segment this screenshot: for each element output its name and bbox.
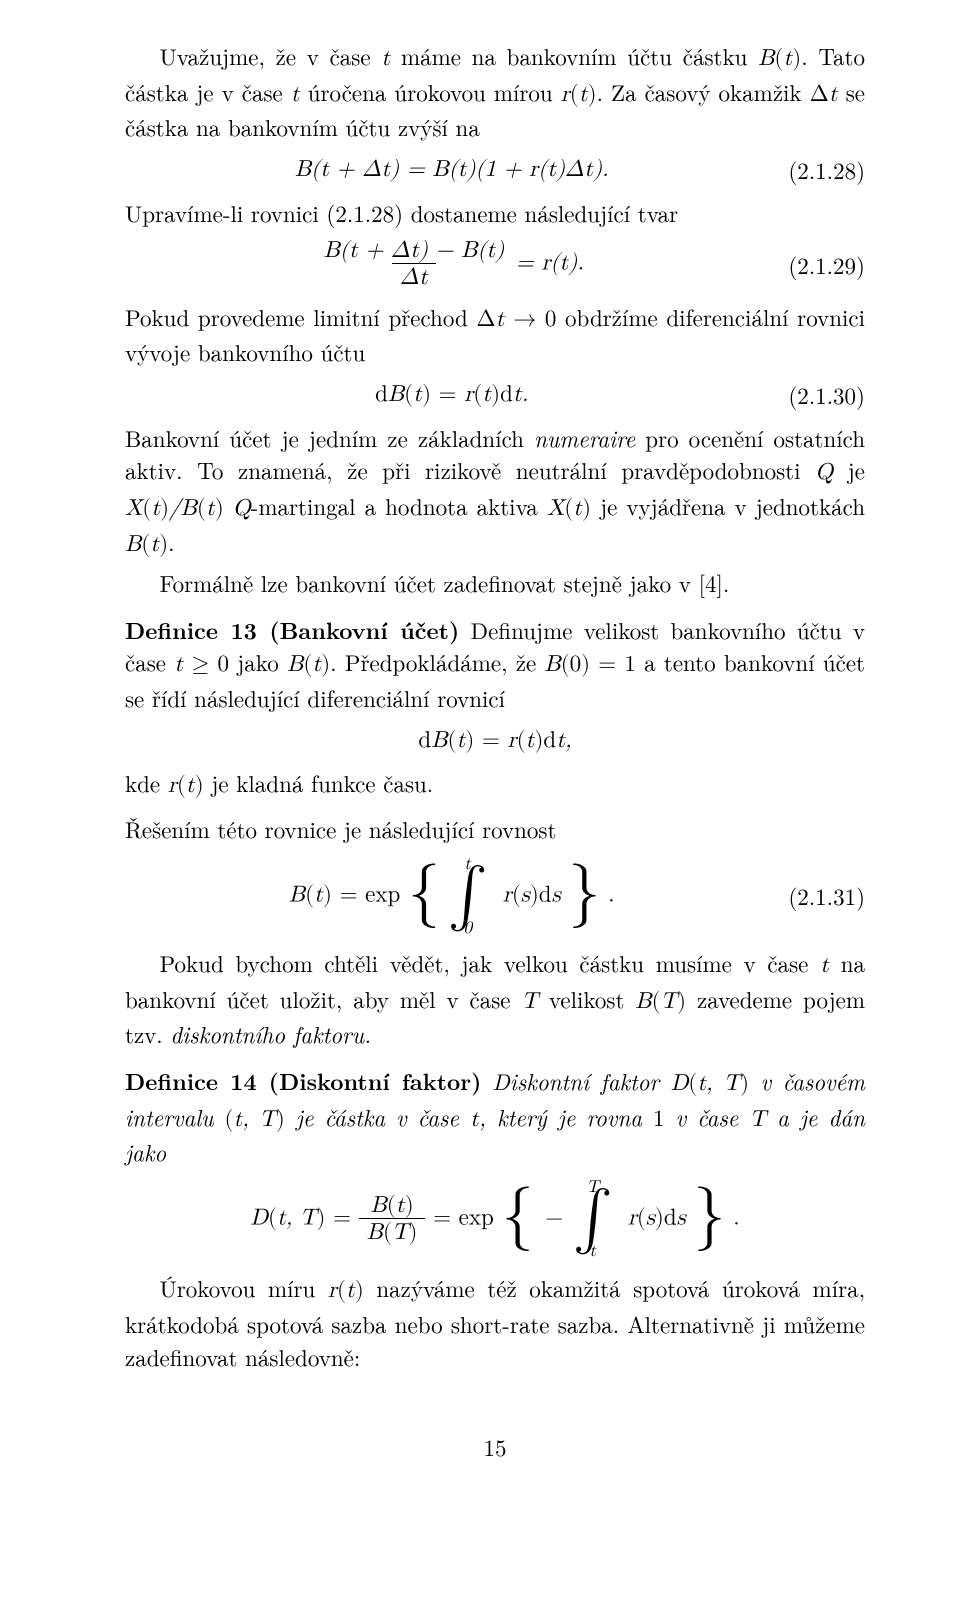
paragraph: kde r(t) je kladná funkce času. xyxy=(125,767,865,803)
equation-body: B(t + Δt) − B(t) Δt = r(t). xyxy=(320,239,584,290)
equation-2-1-29: B(t + Δt) − B(t) Δt = r(t). (2.1.29) xyxy=(125,239,865,290)
equation-2-1-28: B(t + Δt) = B(t)(1 + r(t)Δt). (2.1.28) xyxy=(125,154,865,187)
equation-body: D(t, T) = B(t) B(T) = exp { − T ∫ t r(s)… xyxy=(250,1179,739,1260)
paragraph: Uvažujme, že v čase t máme na bankovním … xyxy=(125,40,865,144)
definition-head: Definice 14 (Diskontní faktor) xyxy=(125,1064,481,1097)
paragraph: Pokud provedeme limitní přechod Δt → 0 o… xyxy=(125,301,865,369)
paragraph: Úrokovou míru r(t) nazýváme též okamžitá… xyxy=(125,1272,865,1373)
definition-13: Definice 13 (Bankovní účet) Definujme ve… xyxy=(125,614,865,715)
paragraph: Formálně lze bankovní účet zadefinovat s… xyxy=(125,567,865,600)
equation-tag: (2.1.30) xyxy=(778,379,865,412)
equation-tag: (2.1.29) xyxy=(778,249,865,282)
paragraph: Řešením této rovnice je následující rovn… xyxy=(125,813,865,846)
page-number: 15 xyxy=(125,1431,865,1464)
paragraph: Pokud bychom chtěli vědět, jak velkou čá… xyxy=(125,947,865,1051)
equation-tag: (2.1.28) xyxy=(778,154,865,187)
equation-2-1-31: B(t) = exp { t ∫ 0 r(s)ds } . (2.1.31) xyxy=(125,856,865,937)
equation-2-1-30: dB(t) = r(t)dt. (2.1.30) xyxy=(125,379,865,412)
definition-14: Definice 14 (Diskontní faktor) Diskontní… xyxy=(125,1065,865,1169)
equation-body: B(t + Δt) = B(t)(1 + r(t)Δt). xyxy=(295,154,609,187)
paragraph: Upravíme-li rovnici (2.1.28) dostaneme n… xyxy=(125,197,865,230)
definition-head: Definice 13 (Bankovní účet) xyxy=(125,613,459,646)
equation-def13: dB(t) = r(t)dt, xyxy=(125,725,865,758)
equation-tag: (2.1.31) xyxy=(778,880,865,913)
equation-body: dB(t) = r(t)dt. xyxy=(375,379,528,412)
equation-body: B(t) = exp { t ∫ 0 r(s)ds } . xyxy=(289,856,615,937)
equation-def14: D(t, T) = B(t) B(T) = exp { − T ∫ t r(s)… xyxy=(125,1179,865,1260)
equation-body: dB(t) = r(t)dt, xyxy=(418,725,571,758)
paragraph: Bankovní účet je jedním ze základních nu… xyxy=(125,422,865,562)
